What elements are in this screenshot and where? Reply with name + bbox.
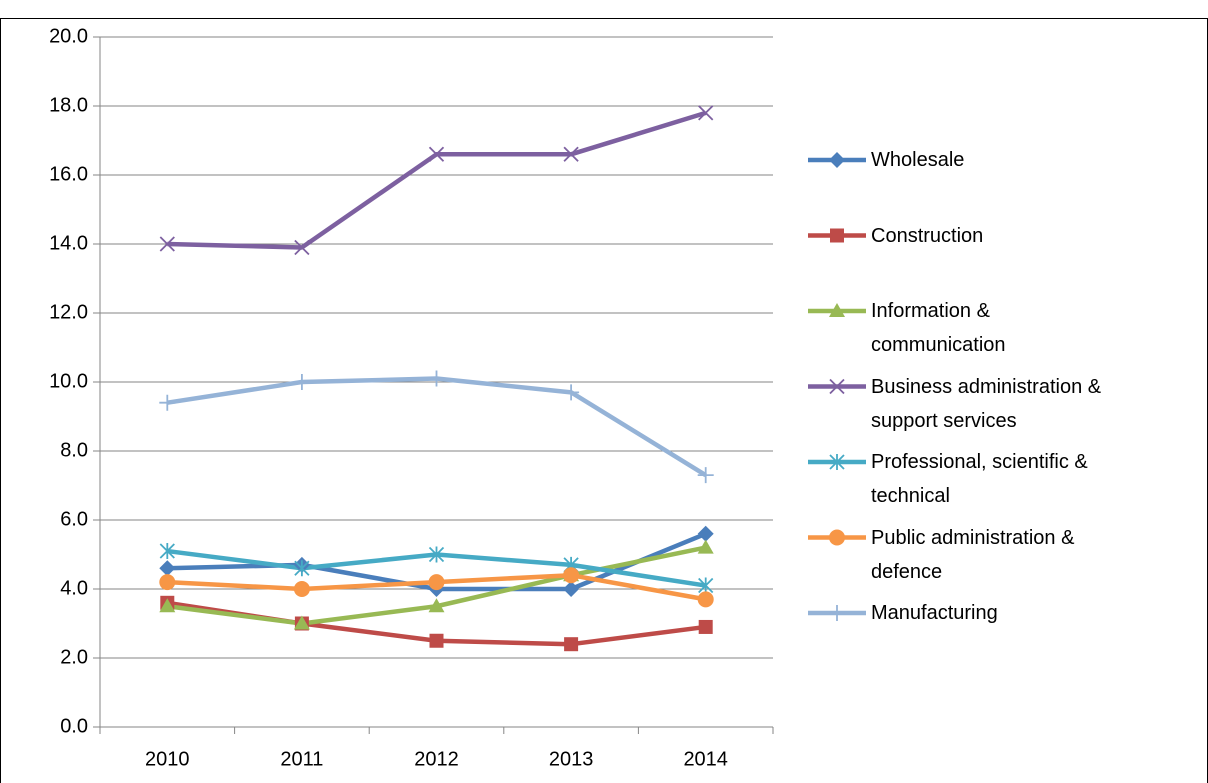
y-tick-label: 4.0	[60, 577, 88, 599]
legend-label: Wholesale	[871, 149, 965, 171]
marker	[159, 560, 176, 577]
legend-entry: Construction	[871, 224, 984, 247]
legend-label: Information & communication	[871, 300, 1006, 356]
marker	[697, 539, 714, 554]
y-tick-label: 10.0	[49, 370, 88, 392]
x-tick-label: 2011	[280, 748, 323, 770]
legend-entry: Public administration & defence	[871, 526, 1075, 583]
y-tick-label: 12.0	[49, 301, 88, 323]
marker	[159, 574, 176, 591]
x-tick-label: 2014	[683, 748, 728, 770]
marker	[829, 454, 845, 470]
marker	[159, 598, 176, 613]
y-tick-label: 8.0	[60, 439, 88, 461]
legend-entry: Wholesale	[871, 149, 965, 171]
marker	[428, 146, 445, 162]
legend-label: Construction	[871, 224, 984, 247]
marker	[829, 605, 845, 621]
legend-entry: Manufacturing	[871, 602, 998, 624]
marker	[829, 303, 845, 317]
legend-entry: Professional, scientific & technical	[871, 451, 1088, 507]
marker	[428, 370, 445, 387]
marker	[293, 581, 310, 597]
marker	[428, 574, 445, 591]
marker	[563, 384, 580, 401]
x-tick-label: 2013	[549, 748, 594, 770]
y-tick-label: 18.0	[49, 94, 88, 116]
marker	[159, 394, 176, 411]
legend-label: Professional, scientific & technical	[871, 451, 1088, 507]
marker	[293, 615, 310, 630]
marker	[428, 598, 445, 613]
marker	[294, 239, 310, 256]
y-tick-label: 16.0	[49, 163, 88, 185]
marker	[159, 236, 175, 252]
x-tick-label: 2012	[414, 748, 459, 770]
marker	[564, 637, 579, 652]
legend-entry: Business administration & support servic…	[871, 375, 1102, 432]
marker	[563, 146, 579, 162]
marker	[698, 619, 713, 634]
y-tick-label: 14.0	[49, 232, 88, 254]
y-tick-label: 20.0	[49, 25, 88, 47]
marker	[563, 581, 580, 597]
marker	[294, 560, 310, 577]
marker	[697, 525, 714, 542]
marker	[697, 591, 714, 608]
marker	[429, 633, 444, 648]
y-tick-label: 0.0	[60, 715, 88, 737]
marker	[829, 378, 845, 395]
y-tick-label: 6.0	[60, 508, 88, 530]
legend-label: Business administration & support servic…	[871, 375, 1102, 432]
legend-entry: Information & communication	[871, 300, 1006, 356]
marker	[830, 228, 844, 243]
legend-label: Public administration & defence	[871, 526, 1075, 583]
marker	[428, 546, 445, 563]
marker	[563, 567, 580, 584]
marker	[697, 467, 714, 484]
marker	[698, 105, 714, 121]
marker	[829, 529, 845, 546]
marker	[293, 374, 310, 390]
y-tick-label: 2.0	[60, 646, 88, 668]
marker	[159, 543, 175, 560]
marker	[829, 152, 845, 168]
legend-label: Manufacturing	[871, 602, 998, 624]
x-tick-label: 2010	[145, 748, 190, 770]
marker	[698, 577, 714, 594]
